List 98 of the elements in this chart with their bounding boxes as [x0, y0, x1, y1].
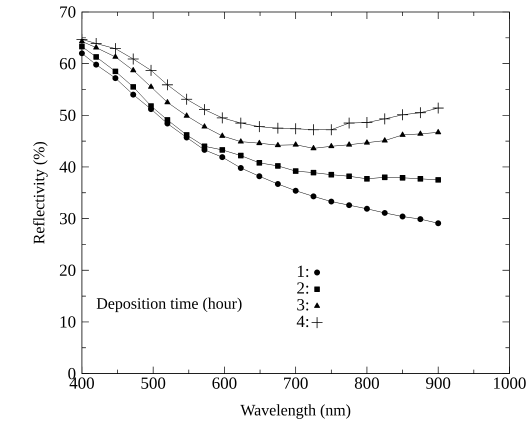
- point: [417, 130, 424, 136]
- point: [435, 177, 441, 183]
- x-tick-label: 400: [70, 378, 94, 390]
- point: [145, 64, 157, 76]
- point: [130, 92, 136, 98]
- point: [198, 104, 210, 116]
- x-tick-label: 500: [141, 378, 166, 390]
- point: [164, 99, 170, 105]
- point: [180, 94, 193, 106]
- y-tick-label: 0: [68, 368, 76, 380]
- point: [325, 124, 338, 136]
- point: [201, 124, 208, 129]
- point: [112, 54, 118, 60]
- y-tick-label: 30: [60, 213, 76, 225]
- point: [127, 53, 140, 66]
- point: [343, 117, 355, 130]
- point: [202, 144, 208, 150]
- legend-label: 2:: [297, 282, 308, 294]
- point: [435, 220, 442, 226]
- point: [275, 163, 281, 169]
- point: [256, 174, 262, 180]
- point: [382, 210, 388, 216]
- point: [417, 216, 424, 222]
- y-tick-label: 40: [59, 161, 76, 173]
- point: [292, 142, 299, 147]
- point: [112, 75, 118, 82]
- point: [253, 121, 266, 133]
- point: [130, 84, 136, 90]
- x-tick-label: 900: [426, 378, 450, 390]
- point: [308, 124, 320, 136]
- point: [292, 168, 298, 174]
- point: [435, 129, 442, 134]
- legend-label: 3:: [297, 299, 308, 311]
- y-tick-label: 20: [60, 264, 76, 276]
- point: [93, 62, 100, 68]
- point: [364, 140, 370, 145]
- point: [400, 132, 406, 138]
- point: [164, 117, 170, 123]
- x-tick-label: 1000: [494, 378, 526, 390]
- point: [216, 112, 228, 124]
- point: [256, 160, 262, 166]
- point: [130, 67, 136, 72]
- point: [361, 116, 373, 129]
- x-axis-title: Wavelength (nm): [240, 404, 350, 420]
- point: [400, 175, 406, 181]
- point: [219, 132, 226, 138]
- y-tick-label: 10: [60, 316, 76, 328]
- point: [238, 138, 244, 144]
- point: [382, 137, 388, 143]
- point: [219, 154, 226, 160]
- point: [238, 165, 244, 172]
- point: [328, 143, 334, 148]
- point: [310, 194, 316, 200]
- point: [112, 68, 118, 74]
- point: [378, 113, 391, 126]
- point: [310, 145, 316, 150]
- point: [148, 103, 154, 110]
- legend-title: Deposition time (hour): [96, 298, 242, 312]
- point: [364, 176, 370, 182]
- y-tick-label: 70: [60, 6, 76, 18]
- point: [79, 44, 85, 50]
- point: [346, 174, 352, 180]
- point: [148, 84, 154, 90]
- point: [184, 112, 190, 118]
- point: [219, 147, 226, 153]
- point: [274, 181, 281, 188]
- x-tick-label: 700: [284, 378, 308, 390]
- point: [110, 43, 122, 55]
- point: [414, 107, 426, 119]
- point: [78, 50, 85, 57]
- point: [310, 170, 316, 176]
- point: [292, 188, 299, 194]
- point: [364, 206, 370, 212]
- point: [234, 117, 247, 130]
- legend-label: 4:: [296, 316, 308, 328]
- point: [418, 176, 424, 182]
- y-tick-label: 50: [60, 110, 76, 122]
- point: [290, 123, 302, 135]
- point: [184, 132, 190, 138]
- point: [328, 198, 334, 205]
- point: [93, 54, 99, 60]
- point: [346, 142, 352, 147]
- x-tick-label: 800: [354, 378, 379, 390]
- y-tick-label: 60: [60, 58, 76, 70]
- point: [328, 172, 334, 178]
- point: [396, 109, 408, 121]
- point: [272, 122, 284, 134]
- point: [238, 153, 244, 159]
- y-axis-title: Reflectivity (%): [33, 142, 48, 244]
- point: [256, 140, 262, 146]
- legend-label: 1:: [298, 266, 308, 278]
- point: [382, 174, 388, 180]
- point: [274, 142, 281, 148]
- point: [400, 214, 406, 220]
- point: [432, 102, 444, 114]
- point: [162, 79, 174, 91]
- point: [346, 202, 352, 208]
- x-tick-label: 600: [212, 378, 236, 390]
